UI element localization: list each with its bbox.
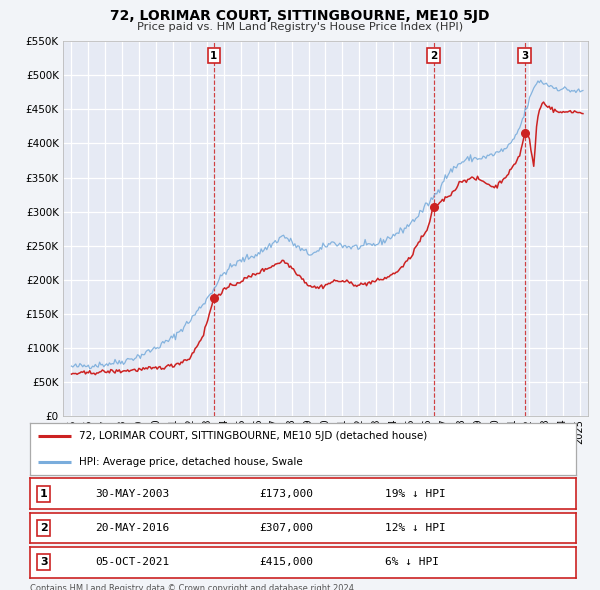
- Text: 30-MAY-2003: 30-MAY-2003: [95, 489, 170, 499]
- Text: 2: 2: [40, 523, 47, 533]
- Text: HPI: Average price, detached house, Swale: HPI: Average price, detached house, Swal…: [79, 457, 303, 467]
- Text: 2: 2: [430, 51, 437, 61]
- Text: 1: 1: [40, 489, 47, 499]
- Text: 05-OCT-2021: 05-OCT-2021: [95, 558, 170, 567]
- Text: 3: 3: [40, 558, 47, 567]
- Text: £173,000: £173,000: [259, 489, 313, 499]
- Text: 19% ↓ HPI: 19% ↓ HPI: [385, 489, 446, 499]
- Text: Price paid vs. HM Land Registry's House Price Index (HPI): Price paid vs. HM Land Registry's House …: [137, 22, 463, 32]
- Text: 20-MAY-2016: 20-MAY-2016: [95, 523, 170, 533]
- Text: 72, LORIMAR COURT, SITTINGBOURNE, ME10 5JD (detached house): 72, LORIMAR COURT, SITTINGBOURNE, ME10 5…: [79, 431, 427, 441]
- Text: 72, LORIMAR COURT, SITTINGBOURNE, ME10 5JD: 72, LORIMAR COURT, SITTINGBOURNE, ME10 5…: [110, 9, 490, 23]
- Text: £307,000: £307,000: [259, 523, 313, 533]
- Text: 3: 3: [521, 51, 528, 61]
- Text: Contains HM Land Registry data © Crown copyright and database right 2024.: Contains HM Land Registry data © Crown c…: [30, 584, 356, 590]
- Text: 6% ↓ HPI: 6% ↓ HPI: [385, 558, 439, 567]
- Text: 12% ↓ HPI: 12% ↓ HPI: [385, 523, 446, 533]
- Text: £415,000: £415,000: [259, 558, 313, 567]
- Text: 1: 1: [210, 51, 218, 61]
